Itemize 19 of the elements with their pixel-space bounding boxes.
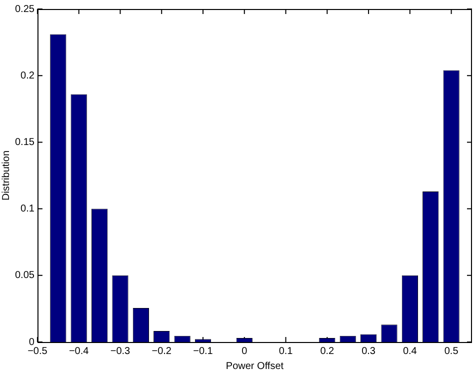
- x-tick-label: 0.1: [278, 346, 294, 357]
- y-tick-label: 0.25: [14, 4, 35, 15]
- x-tick-label: −0.5: [28, 346, 48, 357]
- x-tick-label: −0.1: [193, 346, 214, 357]
- x-tick-label: −0.3: [110, 346, 131, 357]
- y-tick-label: 0.2: [20, 70, 35, 82]
- x-tick-label: −0.4: [68, 346, 90, 357]
- y-tick-label: 0: [28, 336, 35, 348]
- y-tick-label: 0.05: [14, 270, 35, 282]
- x-tick-label: 0.3: [362, 346, 376, 357]
- x-tick-label: 0.4: [402, 346, 418, 357]
- x-tick-label: 0: [242, 346, 248, 357]
- x-tick-label: −0.2: [152, 346, 172, 357]
- x-tick-label: 0.5: [444, 346, 459, 357]
- x-tick-label: 0.2: [320, 346, 335, 357]
- y-axis-title: Distribution: [0, 150, 12, 201]
- y-tick-label: 0.1: [20, 204, 35, 215]
- x-axis-title: Power Offset: [226, 360, 284, 372]
- y-tick-label: 0.15: [14, 136, 35, 148]
